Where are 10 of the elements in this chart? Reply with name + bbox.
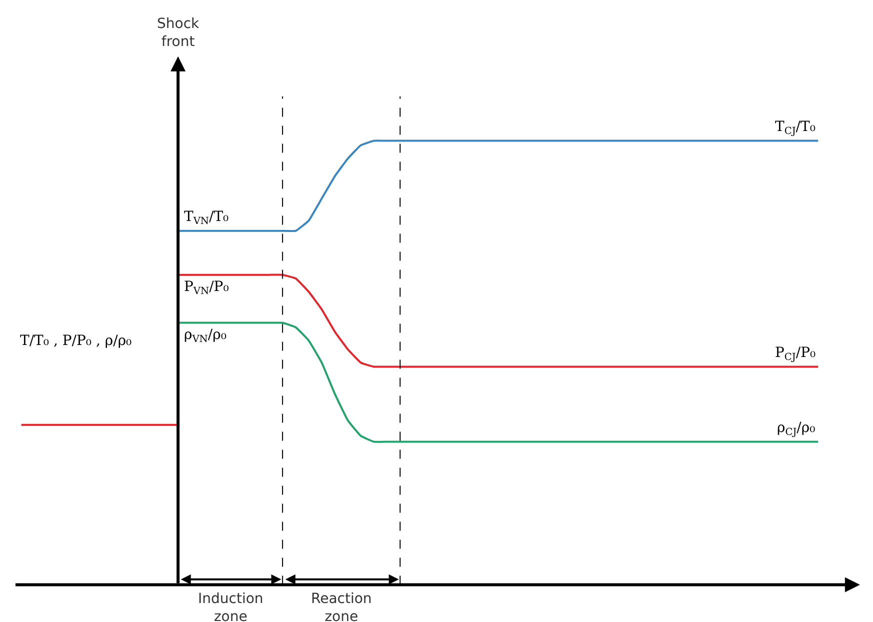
text: Reaction zone xyxy=(311,591,372,622)
series-label: ρ$_{CJ}$/ρ₀ xyxy=(777,420,816,438)
annotation: T$_{VN}$/T₀ xyxy=(184,209,230,227)
series-label: P$_{CJ}$/P₀ xyxy=(775,345,816,363)
series-label: T$_{CJ}$/T₀ xyxy=(775,119,816,137)
annotation: ρ$_{VN}$/ρ₀ xyxy=(184,327,227,345)
y-axis-title: T/T₀ , P/P₀ , ρ/ρ₀ xyxy=(20,333,132,349)
text: Shock front xyxy=(157,16,200,50)
text: Induction zone xyxy=(198,591,264,622)
annotation: P$_{VN}$/P₀ xyxy=(184,279,230,297)
